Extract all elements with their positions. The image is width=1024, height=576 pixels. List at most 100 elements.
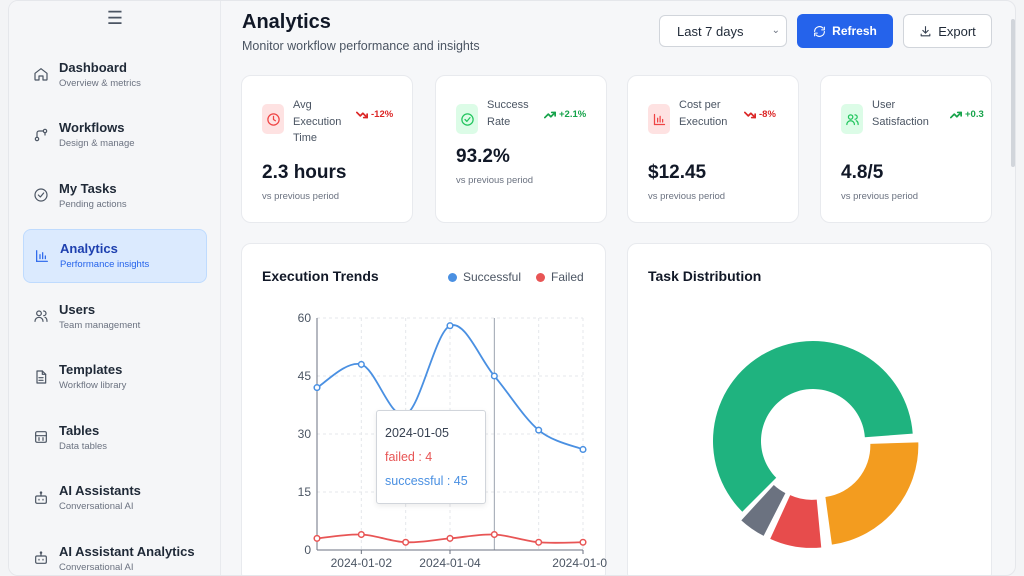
sidebar-item-users[interactable]: Users Team management <box>23 289 207 343</box>
refresh-label: Refresh <box>832 24 877 38</box>
legend-failed[interactable]: Failed <box>536 270 584 284</box>
app-window: ☰ Dashboard Overview & metrics Workflows De… <box>8 0 1016 576</box>
data-point-failed <box>446 534 454 542</box>
donut-slice[interactable] <box>713 340 913 512</box>
chevron-down-icon: ⌄ <box>771 25 780 36</box>
sidebar-item-label: Users <box>59 301 96 317</box>
tooltip-date: 2024-01-05 <box>385 426 449 440</box>
donut-chart[interactable] <box>628 244 993 576</box>
metric-change-value: -12% <box>371 109 394 120</box>
sidebar-item-subtitle: Workflow library <box>59 380 127 391</box>
chart-title: Execution Trends <box>262 268 379 284</box>
metric-note: vs previous period <box>456 175 534 186</box>
export-label: Export <box>938 23 976 39</box>
donut-slice[interactable] <box>825 442 919 545</box>
export-button[interactable]: Export <box>903 14 992 48</box>
metric-title: Avg Execution Time <box>293 99 342 144</box>
metric-card: Avg Execution Time -12% 2.3 hours vs previo… <box>241 75 413 223</box>
sidebar-item-ai-assistant-analytics[interactable]: AI Assistant Analytics Conversational AI <box>23 531 207 575</box>
legend-dot-successful <box>448 272 457 282</box>
page-subtitle: Monitor workflow performance and insight… <box>242 39 480 53</box>
metric-card: User Satisfaction +0.3 4.8/5 vs previous pe… <box>820 75 992 223</box>
metric-value: 4.8/5 <box>841 162 884 183</box>
execution-trends-card: Execution Trends Successful Failed 0 15 30… <box>241 243 607 576</box>
sidebar-item-label: AI Assistant Analytics <box>59 543 195 559</box>
metric-change-value: -8% <box>759 109 776 120</box>
sidebar: ☰ Dashboard Overview & metrics Workflows De… <box>9 1 221 575</box>
scrollbar[interactable] <box>1011 19 1015 167</box>
menu-icon[interactable]: ☰ <box>106 7 124 28</box>
tooltip-successful: successful : 45 <box>385 474 468 488</box>
sidebar-item-analytics[interactable]: Analytics Performance insights <box>23 228 207 283</box>
trend-down-icon <box>744 110 759 120</box>
sidebar-item-workflows[interactable]: Workflows Design & manage <box>23 108 207 162</box>
sidebar-item-my-tasks[interactable]: My Tasks Pending actions <box>23 168 207 222</box>
data-point-failed <box>402 538 410 546</box>
data-point-failed <box>490 530 498 539</box>
metric-title: Cost per Execution <box>679 99 728 128</box>
y-tick-label: 45 <box>298 369 312 383</box>
legend-successful[interactable]: Successful <box>448 270 521 284</box>
task-distribution-card: Task Distribution <box>627 243 993 576</box>
workflow-icon <box>33 127 49 143</box>
chart-title: Task Distribution <box>648 268 762 284</box>
sidebar-item-subtitle: Performance insights <box>60 259 150 270</box>
users-icon <box>841 104 863 134</box>
sidebar-item-label: AI Assistants <box>59 483 141 498</box>
refresh-icon <box>813 25 826 38</box>
trend-up-icon <box>544 110 559 120</box>
bot-icon <box>33 490 49 506</box>
metric-note: vs previous period <box>648 191 726 202</box>
chart-tooltip: 2024-01-05 failed : 4 successful : 45 <box>376 410 486 504</box>
sidebar-item-templates[interactable]: Templates Workflow library <box>23 350 207 404</box>
y-tick-label: 60 <box>298 311 312 325</box>
sidebar-item-subtitle: Overview & metrics <box>59 77 141 89</box>
data-point-successful <box>535 426 543 434</box>
metric-note: vs previous period <box>262 191 340 202</box>
bar-chart-icon <box>648 104 670 134</box>
sidebar-item-subtitle: Design & manage <box>59 138 135 149</box>
download-icon <box>919 25 932 38</box>
metric-change: +0.3 <box>950 109 984 120</box>
clock-icon <box>262 104 284 134</box>
metric-value: $12.45 <box>648 162 707 183</box>
sidebar-item-label: Analytics <box>60 241 118 256</box>
metric-value: 2.3 hours <box>262 162 347 183</box>
data-point-successful <box>490 372 498 380</box>
data-point-failed <box>357 530 365 539</box>
metric-title: Success Rate <box>487 99 529 128</box>
bar-chart-icon <box>34 248 50 264</box>
refresh-button[interactable]: Refresh <box>797 14 893 48</box>
metric-note: vs previous period <box>841 191 919 202</box>
sidebar-item-tables[interactable]: Tables Data tables <box>23 410 207 464</box>
data-point-failed <box>535 538 543 546</box>
metric-change: -8% <box>744 109 776 120</box>
metric-title: User Satisfaction <box>872 99 929 128</box>
home-icon <box>33 66 49 82</box>
metric-value: 93.2% <box>456 146 510 167</box>
sidebar-item-dashboard[interactable]: Dashboard Overview & metrics <box>23 47 207 101</box>
trend-down-icon <box>356 110 371 120</box>
metric-card: Success Rate +2.1% 93.2% vs previous period <box>435 75 607 223</box>
date-range-select[interactable]: Last 7 days ⌄ <box>659 15 787 47</box>
sidebar-item-subtitle: Conversational AI <box>59 561 134 573</box>
date-range-value: Last 7 days <box>677 23 744 39</box>
check-circle-icon <box>33 187 49 203</box>
x-tick-label: 2024-01-07 <box>552 556 607 570</box>
users-icon <box>33 308 49 324</box>
data-point-successful <box>446 322 454 330</box>
metric-change: -12% <box>356 109 393 120</box>
metric-change-value: +2.1% <box>559 109 587 120</box>
y-tick-label: 0 <box>304 543 311 557</box>
donut-slice[interactable] <box>741 485 786 536</box>
data-point-failed <box>579 538 587 546</box>
sidebar-item-subtitle: Data tables <box>59 440 108 452</box>
check-circle-icon <box>456 104 478 134</box>
sidebar-item-label: My Tasks <box>59 180 117 196</box>
donut-slice[interactable] <box>770 495 822 548</box>
line-chart[interactable]: 0 15 30 45 60 2024-01-02 2024-01-04 2024-01-07 <box>242 244 607 576</box>
legend-dot-failed <box>536 272 545 282</box>
sidebar-item-ai-assistants[interactable]: AI Assistants Conversational AI <box>23 471 207 525</box>
legend-label-failed: Failed <box>551 270 584 284</box>
data-point-successful <box>579 445 587 454</box>
